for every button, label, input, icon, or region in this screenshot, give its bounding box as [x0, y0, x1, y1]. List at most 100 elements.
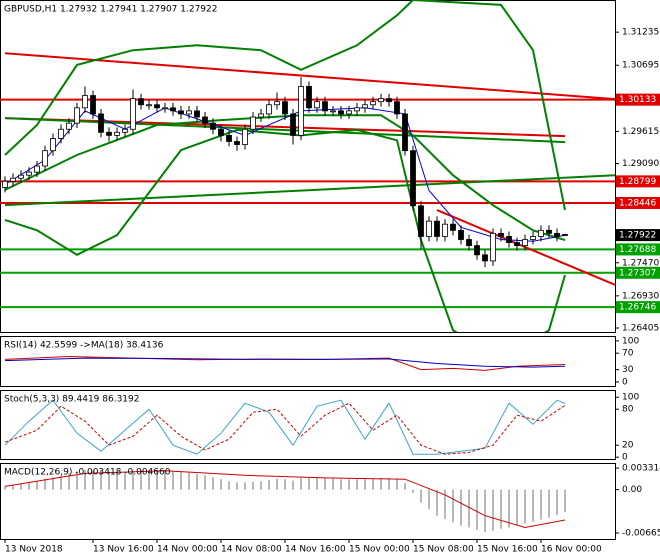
panel-title: Stoch(5,3,3) 89.4419 86.3192 — [4, 395, 139, 405]
macd-bar — [372, 478, 374, 490]
macd-bar — [556, 489, 558, 516]
macd-bar — [284, 479, 286, 490]
indicator-line — [4, 399, 566, 455]
candle-body — [330, 110, 336, 113]
candle-body — [242, 128, 248, 145]
macd-bar — [476, 489, 478, 531]
y-tick-label: 1.30695 — [622, 61, 659, 71]
level-label-bg — [616, 93, 660, 106]
x-tick-label: 15 Nov 00:00 — [349, 545, 410, 555]
candle-body — [98, 113, 104, 133]
macd-bar — [188, 472, 190, 490]
macd-bar — [12, 485, 14, 490]
panel-plot — [4, 399, 566, 455]
macd-bar — [436, 489, 438, 516]
x-tick-label: 15 Nov 16:00 — [477, 545, 538, 555]
x-tick-label: 14 Nov 16:00 — [285, 545, 346, 555]
macd-bar — [452, 489, 454, 523]
panel-title: GBPUSD,H1 1.27932 1.27941 1.27907 1.2792… — [4, 5, 217, 15]
level-label: 1.28446 — [619, 198, 656, 208]
indicator-line — [4, 0, 566, 211]
macd-bar — [532, 489, 534, 522]
macd-bar — [172, 471, 174, 490]
macd-bar — [420, 489, 422, 503]
candle-body — [562, 234, 568, 236]
current-price-bg — [616, 229, 660, 242]
panel-border — [0, 0, 616, 333]
macd-bar — [364, 479, 366, 490]
y-tick-label: 1.29090 — [622, 159, 659, 169]
candle-body — [26, 171, 32, 176]
indicator-line — [4, 128, 566, 332]
candle-body — [450, 223, 456, 231]
y-tick-label: 30 — [622, 365, 634, 375]
macd-bar — [236, 482, 238, 490]
macd-bar — [124, 472, 126, 490]
macd-bar — [324, 477, 326, 490]
candle-body — [474, 245, 480, 256]
candle-body — [290, 113, 296, 136]
candle-body — [410, 150, 416, 207]
macd-bar — [228, 481, 230, 490]
macd-bar — [4, 486, 6, 490]
candle-body — [218, 128, 224, 136]
candle-body — [402, 113, 408, 152]
macd-bar — [36, 481, 38, 490]
macd-bar — [460, 489, 462, 526]
macd-bar — [108, 471, 110, 490]
macd-bar — [268, 479, 270, 490]
y-tick-label: 1.27470 — [622, 258, 659, 268]
y-tick-label: 1.26930 — [622, 291, 659, 301]
macd-bar — [76, 471, 78, 490]
indicator-line — [4, 402, 566, 455]
level-label: 1.28799 — [619, 177, 656, 187]
macd-bar — [20, 483, 22, 490]
candle-body — [338, 110, 344, 115]
macd-bar — [220, 479, 222, 490]
candle-body — [530, 236, 536, 240]
macd-bar — [204, 475, 206, 490]
macd-bar — [388, 477, 390, 490]
panel-border — [0, 390, 616, 460]
macd-bar — [396, 478, 398, 490]
candle-body — [514, 242, 520, 247]
candle-body — [154, 104, 160, 109]
macd-bar — [60, 475, 62, 490]
indicator-line — [4, 357, 566, 368]
macd-bar — [116, 472, 118, 490]
macd-bar — [164, 470, 166, 490]
macd-bar — [28, 482, 30, 490]
macd-bar — [100, 470, 102, 490]
macd-bar — [516, 489, 518, 526]
candle-body — [58, 128, 64, 139]
candle-body — [490, 232, 496, 262]
y-tick-label: 0 — [622, 377, 628, 387]
candle-body — [466, 239, 472, 247]
macd-bar — [500, 489, 502, 529]
level-label-bg — [616, 266, 660, 279]
candle-body — [426, 220, 432, 237]
y-tick-label: 0.00 — [622, 485, 642, 495]
x-tick-label: 14 Nov 00:00 — [157, 545, 218, 555]
indicator-line — [4, 52, 615, 101]
y-tick-label: 70 — [622, 349, 634, 359]
candle-body — [114, 131, 120, 136]
panel-plot — [4, 470, 566, 533]
panel-border — [0, 463, 616, 540]
candle-body — [546, 229, 552, 234]
panel-plot — [0, 0, 615, 332]
macd-bar — [140, 470, 142, 490]
candle-body — [186, 110, 192, 115]
candle-body — [10, 177, 16, 182]
macd-bar — [132, 470, 134, 490]
x-tick-label: 14 Nov 08:00 — [221, 545, 282, 555]
candle-body — [130, 98, 136, 130]
candle-body — [226, 134, 232, 142]
candle-body — [2, 180, 8, 188]
y-tick-label: 0 — [622, 453, 628, 463]
candle-body — [354, 107, 360, 112]
candle-body — [50, 138, 56, 152]
macd-bar — [340, 479, 342, 490]
candle-body — [346, 110, 352, 115]
level-label: 1.27307 — [619, 268, 656, 278]
